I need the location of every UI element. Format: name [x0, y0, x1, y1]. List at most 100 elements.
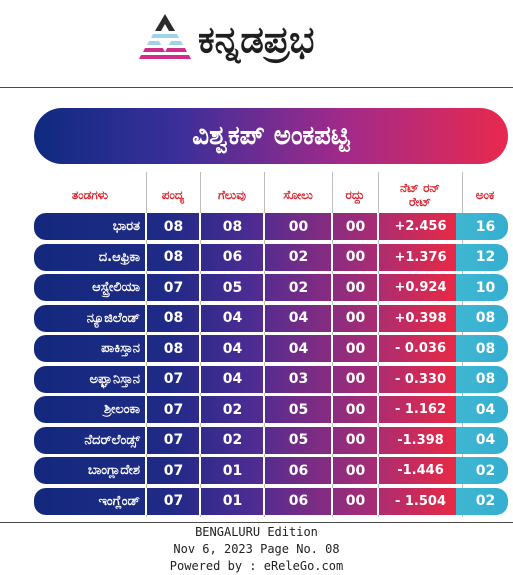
net-run-rate-value: +0.398	[394, 310, 447, 326]
won-value: 06	[222, 249, 243, 265]
cell-separator	[263, 396, 265, 423]
lost-value: 05	[288, 401, 309, 418]
row-background	[34, 335, 508, 362]
won-value: 04	[222, 340, 243, 357]
team-name: ಭಾರತ	[112, 219, 140, 234]
team-name: ದ.ಆಫ್ರಿಕಾ	[98, 249, 140, 265]
table-title: ವಿಶ್ವಕಪ್ ಅಂಕಪಟ್ಟಿ	[34, 108, 508, 164]
row-background	[34, 426, 508, 454]
lost-value: 00	[288, 218, 309, 235]
table-row: ಬಾಂಗ್ಲಾದೇಶ 07 01 06 00 -1.446 02	[34, 457, 508, 484]
cell-separator	[263, 243, 265, 271]
cell-separator	[331, 274, 333, 301]
cell-separator	[199, 335, 201, 362]
cell-separator	[331, 426, 333, 454]
played-value: 07	[163, 279, 184, 296]
cell-separator	[377, 243, 379, 271]
points-value: 16	[475, 218, 496, 235]
cell-separator	[331, 396, 333, 423]
points-value: 02	[475, 462, 496, 479]
won-value: 02	[222, 401, 243, 418]
cell-separator	[199, 274, 201, 301]
won-value: 04	[222, 371, 243, 387]
net-run-rate-value: - 1.162	[394, 402, 447, 417]
lost-value: 02	[288, 249, 309, 265]
header-net-run-rate: ನೆಟ್ ರನ್ ರೇಟ್	[400, 181, 440, 209]
points-value: 08	[475, 310, 496, 326]
team-name: ನ್ಯೂಜಿಲೆಂಡ್	[86, 310, 140, 326]
team-name: ಪಾಕಿಸ್ತಾನ	[101, 341, 140, 356]
no-result-value: 00	[345, 462, 366, 479]
cell-separator	[145, 457, 147, 484]
cell-separator	[377, 274, 379, 301]
cell-separator	[377, 396, 379, 423]
lost-value: 04	[288, 340, 309, 357]
won-value: 05	[222, 279, 243, 296]
net-run-rate-value: +1.376	[394, 249, 447, 265]
cell-separator	[377, 487, 379, 515]
header-won: ಗೆಲುವು	[218, 188, 246, 202]
net-run-rate-value: - 0.036	[394, 341, 447, 356]
table-row: ದ.ಆಫ್ರಿಕಾ 08 06 02 00 +1.376 12	[34, 243, 508, 271]
cell-separator	[331, 487, 333, 515]
row-background	[34, 487, 508, 515]
header-played: ಪಂದ್ಯ	[161, 188, 185, 202]
cell-separator	[377, 213, 379, 240]
no-result-value: 00	[345, 218, 366, 235]
played-value: 07	[163, 493, 184, 509]
cell-separator	[199, 243, 201, 271]
net-run-rate-value: +2.456	[394, 219, 447, 234]
cell-separator	[263, 213, 265, 240]
lost-value: 02	[288, 279, 309, 296]
cell-separator	[199, 487, 201, 515]
cell-separator	[145, 243, 147, 271]
cell-separator	[199, 365, 201, 393]
points-table-card: ವಿಶ್ವಕಪ್ ಅಂಕಪಟ್ಟಿ ತಂಡಗಳು ಪಂದ್ಯ ಗೆಲುವು ಸೋ…	[34, 108, 508, 518]
cell-separator	[263, 426, 265, 454]
cell-separator	[377, 426, 379, 454]
cell-separator	[145, 304, 147, 332]
header-points: ಅಂಕ	[475, 188, 495, 202]
cell-separator	[377, 365, 379, 393]
table-row: ಅಫ್ಘಾನಿಸ್ತಾನ 07 04 03 00 - 0.330 08	[34, 365, 508, 393]
cell-separator	[145, 426, 147, 454]
table-row: ಆಸ್ಟ್ರೇಲಿಯಾ 07 05 02 00 +0.924 10	[34, 274, 508, 301]
powered-by-link[interactable]: Powered by : eReleGo.com	[169, 559, 344, 573]
header-no-result: ರದ್ದು	[345, 188, 365, 202]
row-background	[34, 304, 508, 332]
cell-separator	[331, 335, 333, 362]
row-background	[34, 243, 508, 271]
cell-separator	[331, 457, 333, 484]
points-value: 12	[475, 249, 496, 265]
masthead-logo-text: ಕನ್ನಡಪ್ರಭ	[198, 18, 315, 61]
no-result-value: 00	[345, 310, 366, 326]
table-row: ಭಾರತ 08 08 00 00 +2.456 16	[34, 213, 508, 240]
won-value: 02	[222, 432, 243, 448]
table-row: ನೆದರ್‌ಲೆಂಡ್ಸ್ 07 02 05 00 -1.398 04	[34, 426, 508, 454]
cell-separator	[331, 213, 333, 240]
team-name: ಇಂಗ್ಲೆಂಡ್	[98, 493, 140, 509]
cell-separator	[145, 213, 147, 240]
team-name: ಶ್ರೀಲಂಕಾ	[103, 402, 140, 417]
top-divider	[0, 87, 513, 88]
lost-value: 04	[288, 310, 309, 326]
lost-value: 06	[288, 462, 309, 479]
edition-footer: BENGALURU Edition Nov 6, 2023 Page No. 0…	[0, 524, 513, 575]
lost-value: 05	[288, 432, 309, 448]
edition-date-page: Nov 6, 2023 Page No. 08	[173, 542, 340, 556]
table-row: ನ್ಯೂಜಿಲೆಂಡ್ 08 04 04 00 +0.398 08	[34, 304, 508, 332]
cell-separator	[263, 457, 265, 484]
played-value: 08	[163, 310, 184, 326]
cell-separator	[263, 487, 265, 515]
played-value: 07	[163, 432, 184, 448]
lost-value: 03	[288, 371, 309, 387]
bottom-divider	[0, 522, 513, 523]
net-run-rate-value: -1.398	[397, 432, 444, 448]
cell-separator	[377, 304, 379, 332]
no-result-value: 00	[345, 401, 366, 418]
cell-separator	[145, 487, 147, 515]
team-name: ಬಾಂಗ್ಲಾದೇಶ	[87, 463, 140, 478]
edition-name: BENGALURU Edition	[195, 525, 318, 539]
no-result-value: 00	[345, 249, 366, 265]
cell-separator	[145, 335, 147, 362]
